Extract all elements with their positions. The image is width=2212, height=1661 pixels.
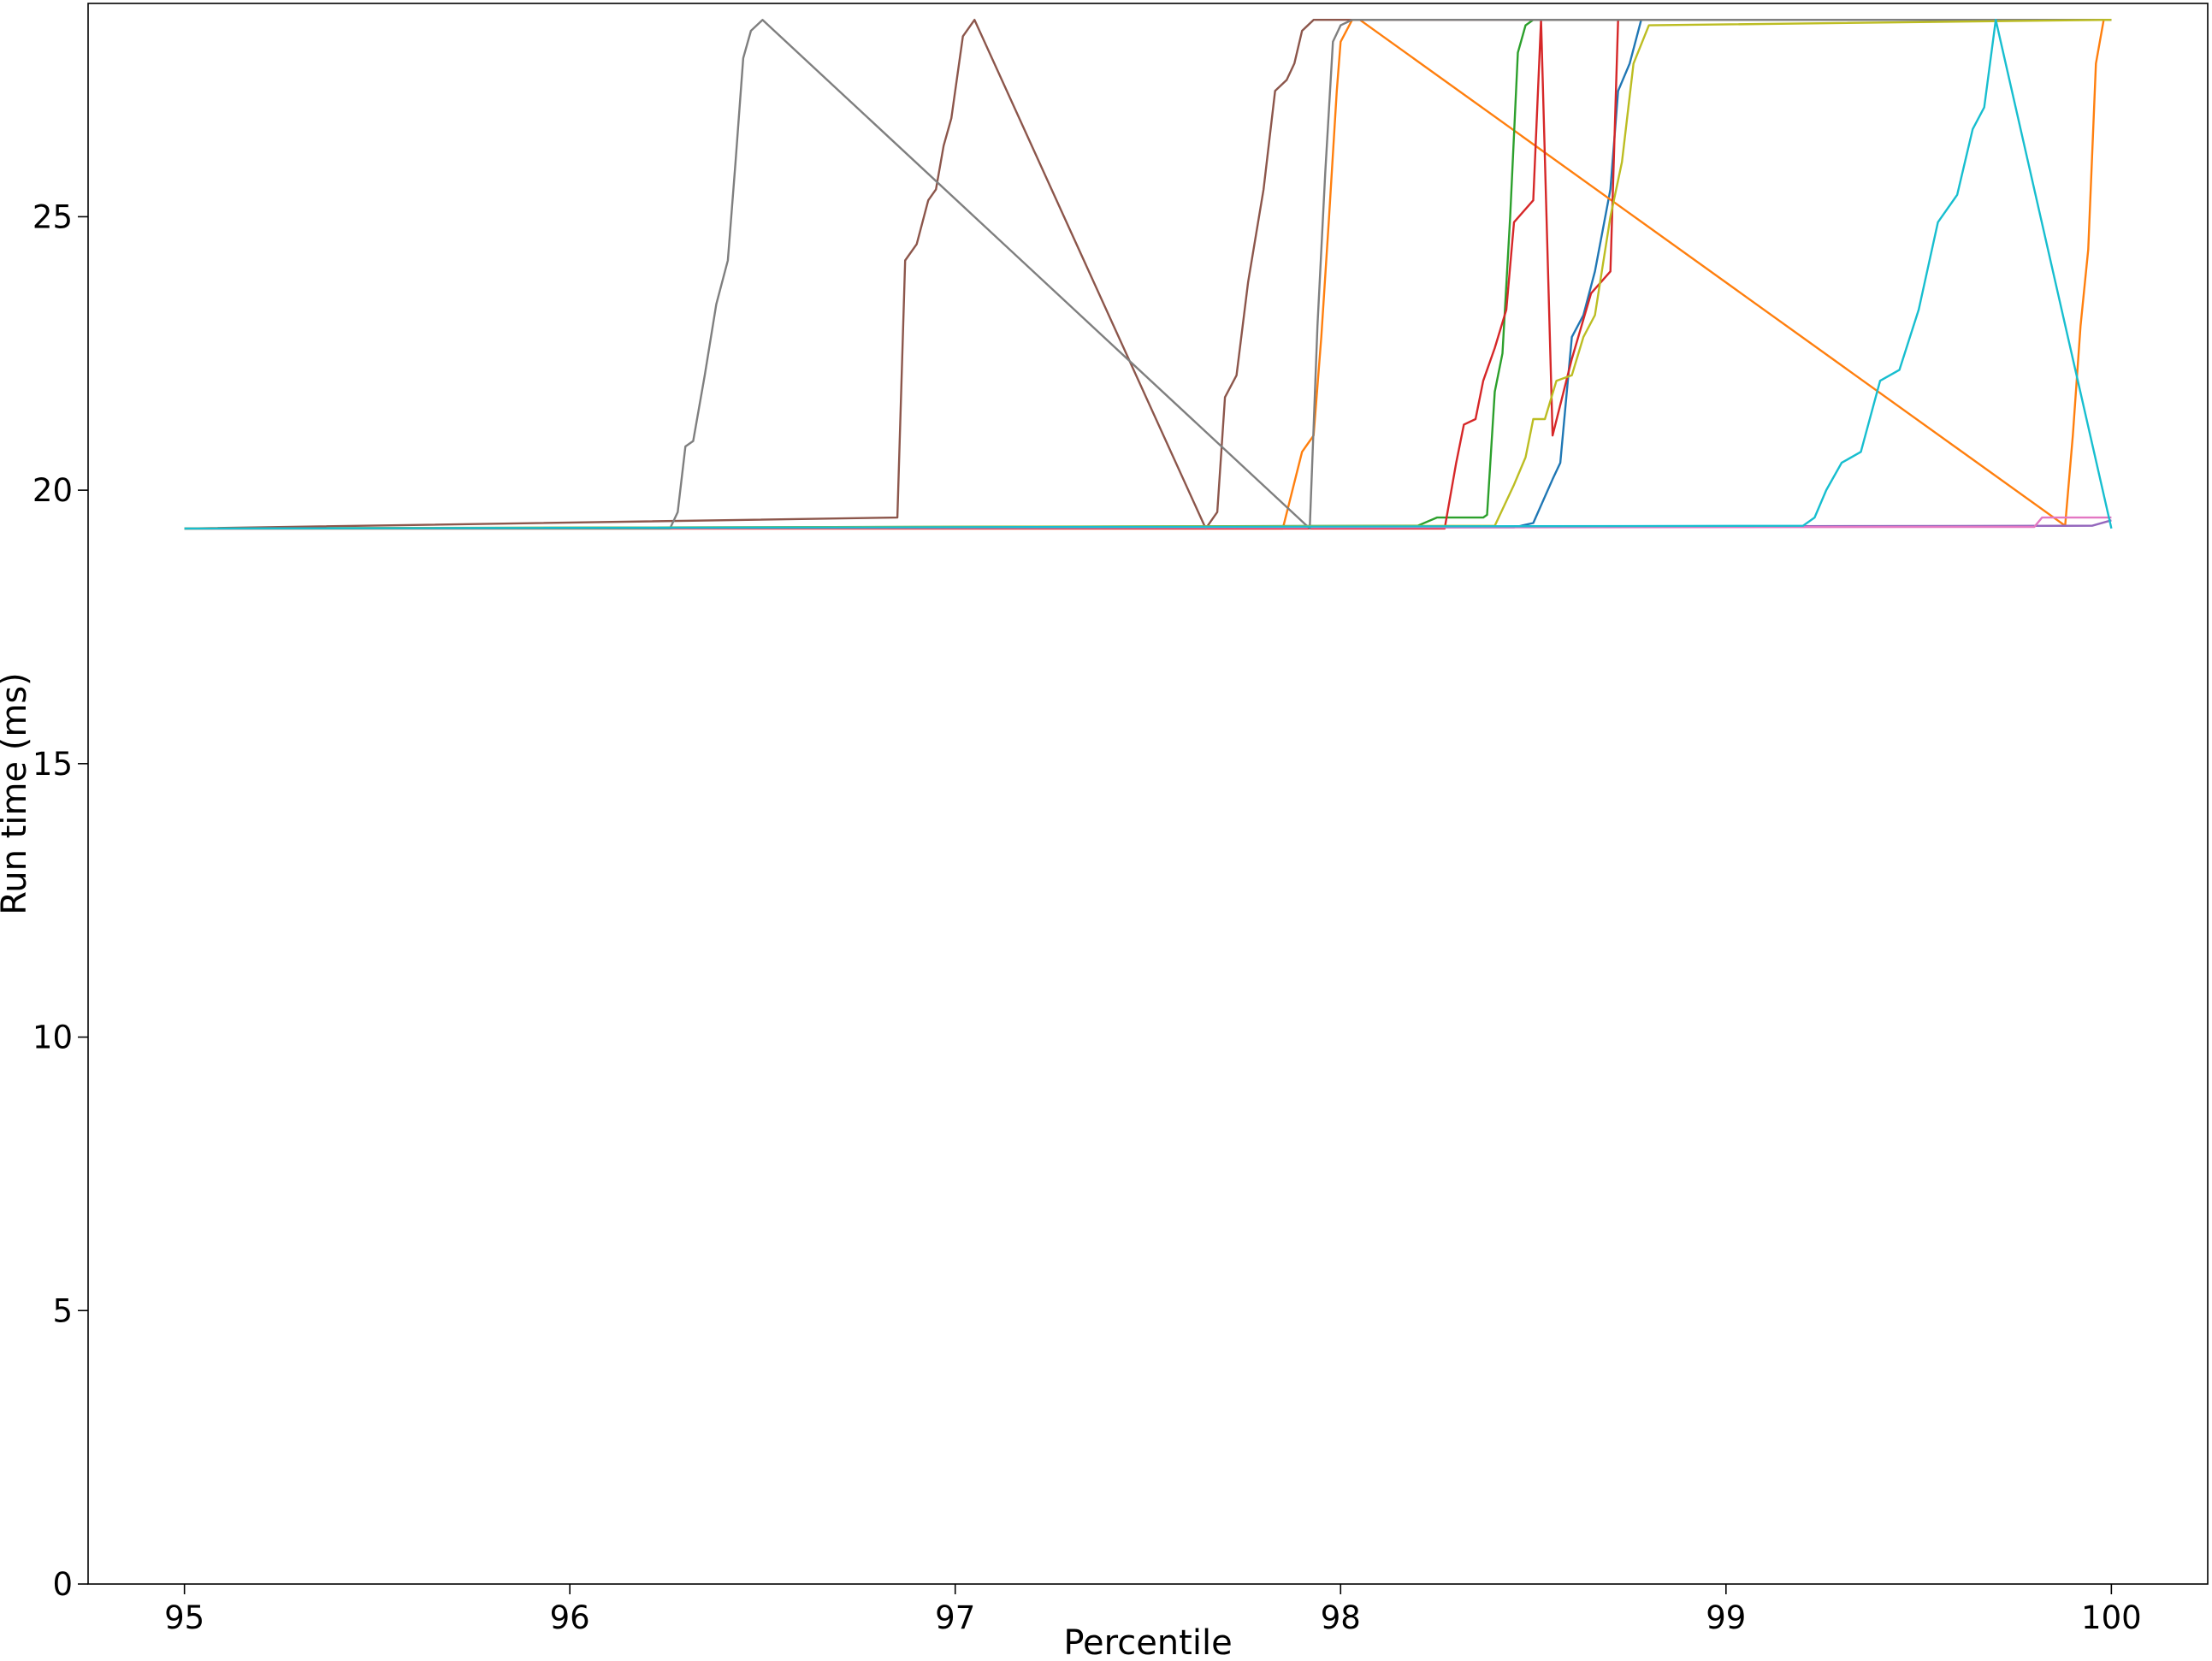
series-line-0: [184, 19, 2112, 530]
series-line-2: [184, 19, 2112, 530]
series-line-7: [184, 19, 2112, 530]
x-tick-label: 95: [164, 1599, 204, 1636]
series-line-3: [184, 19, 1619, 530]
plot-area: [87, 3, 2209, 1585]
y-axis-label: Run time (ms): [0, 672, 34, 915]
y-tick-label: 20: [33, 472, 73, 509]
x-tick-label: 96: [550, 1599, 590, 1636]
x-tick-label: 99: [1706, 1599, 1746, 1636]
x-axis: 95 96 97 98 99 100: [164, 1584, 2142, 1636]
series-line-5: [184, 19, 2112, 530]
x-tick-label: 97: [935, 1599, 975, 1636]
y-tick-label: 0: [52, 1566, 73, 1603]
y-tick-label: 5: [52, 1292, 73, 1329]
series-layer: [184, 19, 2113, 530]
series-line-8: [184, 19, 2112, 530]
y-tick-label: 15: [33, 746, 73, 783]
y-tick-label: 25: [33, 198, 73, 235]
x-tick-label: 100: [2081, 1599, 2142, 1636]
x-tick-label: 98: [1321, 1599, 1361, 1636]
y-tick-label: 10: [33, 1020, 73, 1056]
x-axis-label: Percentile: [1063, 1623, 1232, 1661]
y-axis: 0 5 10 15 20 25: [33, 198, 88, 1603]
series-line-9: [184, 19, 2113, 530]
